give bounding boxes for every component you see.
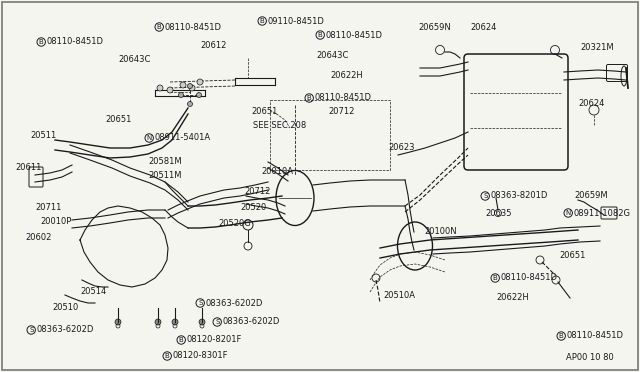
Circle shape [115, 319, 121, 325]
Text: 08110-8451D: 08110-8451D [164, 22, 221, 32]
Text: 08110-8451D: 08110-8451D [325, 31, 383, 39]
Text: 20651: 20651 [251, 108, 277, 116]
Text: 08110-8451D: 08110-8451D [500, 273, 557, 282]
Text: 20612: 20612 [200, 41, 227, 49]
Text: 20651: 20651 [105, 115, 131, 125]
Text: AP00 10 80: AP00 10 80 [566, 353, 614, 362]
Text: S: S [483, 193, 488, 199]
Text: 20651: 20651 [559, 251, 586, 260]
Text: B: B [39, 39, 44, 45]
Text: 20581M: 20581M [148, 157, 182, 167]
Text: 20602: 20602 [25, 232, 51, 241]
Text: 20511: 20511 [30, 131, 56, 141]
Text: 20622H: 20622H [330, 71, 363, 80]
Text: 20635: 20635 [485, 208, 511, 218]
Text: 08363-6202D: 08363-6202D [223, 317, 280, 327]
Text: 20623: 20623 [388, 144, 415, 153]
Text: 09110-8451D: 09110-8451D [268, 16, 324, 26]
Text: B: B [260, 18, 264, 24]
Circle shape [188, 83, 193, 89]
Text: B: B [165, 353, 170, 359]
Text: 20010P: 20010P [40, 218, 72, 227]
Text: B: B [179, 337, 184, 343]
Text: 08110-8451D: 08110-8451D [566, 331, 623, 340]
Circle shape [189, 85, 195, 91]
Text: 20711: 20711 [35, 203, 61, 212]
Text: 08120-8301F: 08120-8301F [172, 352, 228, 360]
Text: 20511M: 20511M [148, 171, 182, 180]
Text: S: S [198, 300, 202, 306]
Text: 20643C: 20643C [118, 55, 150, 64]
Text: S: S [29, 327, 33, 333]
Text: 20659M: 20659M [574, 192, 607, 201]
Text: S: S [215, 319, 220, 325]
Text: 08110-8451D: 08110-8451D [314, 93, 371, 103]
Text: 20611: 20611 [15, 164, 42, 173]
Text: 20520G: 20520G [218, 219, 251, 228]
Text: 08363-8201D: 08363-8201D [490, 192, 548, 201]
Text: 20520: 20520 [240, 202, 266, 212]
Text: 20712: 20712 [328, 108, 355, 116]
Text: 20712: 20712 [244, 187, 270, 196]
Text: B: B [307, 95, 312, 101]
Text: N: N [566, 210, 571, 216]
Circle shape [172, 319, 178, 325]
Text: 20659N: 20659N [418, 23, 451, 32]
Text: 20643C: 20643C [316, 51, 348, 60]
Circle shape [157, 85, 163, 91]
Text: B: B [559, 333, 564, 339]
Text: B: B [157, 24, 161, 30]
Text: 20510A: 20510A [383, 292, 415, 301]
Text: 20321M: 20321M [580, 44, 614, 52]
Text: 20624: 20624 [578, 99, 604, 109]
Text: B: B [318, 32, 323, 38]
Text: 08911-1082G: 08911-1082G [573, 208, 630, 218]
Text: 20510: 20510 [52, 302, 78, 311]
Text: 08911-5401A: 08911-5401A [154, 134, 211, 142]
Text: 08120-8201F: 08120-8201F [186, 336, 242, 344]
Circle shape [196, 93, 202, 97]
Text: N: N [147, 135, 152, 141]
Text: SEE SEC.208: SEE SEC.208 [253, 122, 307, 131]
Text: 20622H: 20622H [496, 294, 529, 302]
Circle shape [180, 82, 186, 88]
Text: 08363-6202D: 08363-6202D [36, 326, 94, 334]
Text: 08110-8451D: 08110-8451D [46, 38, 104, 46]
Circle shape [155, 319, 161, 325]
Text: 20100N: 20100N [424, 228, 456, 237]
Text: 20010A: 20010A [261, 167, 293, 176]
Circle shape [199, 319, 205, 325]
Text: 08363-6202D: 08363-6202D [205, 298, 263, 308]
Circle shape [197, 79, 203, 85]
Text: 20624: 20624 [470, 23, 497, 32]
Text: 20514: 20514 [80, 288, 106, 296]
Circle shape [167, 87, 173, 93]
Circle shape [179, 93, 184, 97]
Circle shape [188, 102, 193, 106]
Text: B: B [493, 275, 497, 281]
